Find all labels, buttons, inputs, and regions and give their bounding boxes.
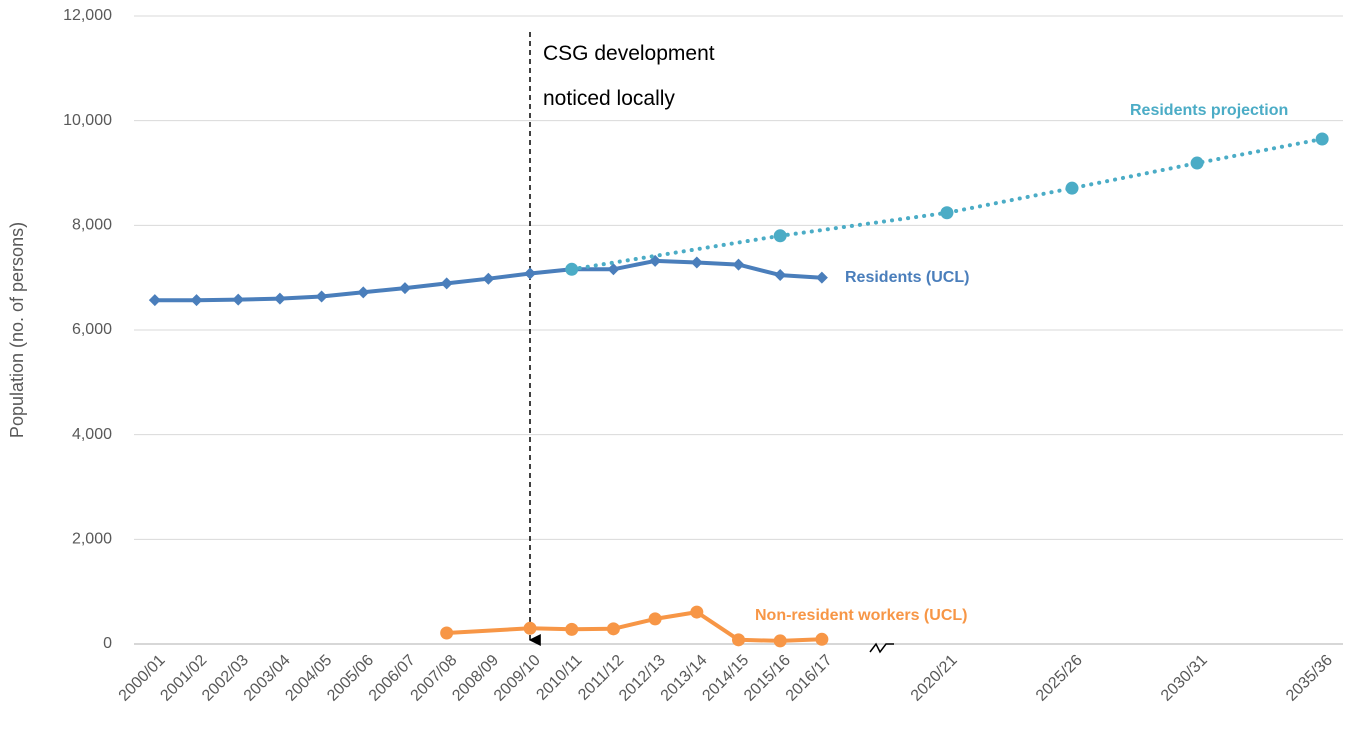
marker xyxy=(606,622,620,636)
marker xyxy=(398,282,411,295)
marker xyxy=(815,632,829,646)
marker xyxy=(690,256,703,269)
marker xyxy=(940,206,954,220)
y-tick-label: 2,000 xyxy=(72,531,112,548)
marker xyxy=(524,267,537,280)
marker xyxy=(690,605,704,619)
marker xyxy=(648,612,662,626)
marker xyxy=(565,262,579,276)
marker xyxy=(440,277,453,290)
y-tick-label: 4,000 xyxy=(72,426,112,443)
marker xyxy=(1190,156,1204,170)
marker xyxy=(1315,132,1329,146)
x-tick-label: 2035/36 xyxy=(1283,652,1336,705)
annotation-line: CSG development xyxy=(543,42,715,65)
marker xyxy=(232,293,245,306)
marker xyxy=(357,286,370,299)
marker xyxy=(773,634,787,648)
y-tick-label: 0 xyxy=(103,635,112,652)
series-label: Non-resident workers (UCL) xyxy=(755,607,967,624)
marker xyxy=(607,263,620,276)
x-tick-label: 2010/11 xyxy=(533,652,585,704)
marker xyxy=(565,622,579,636)
marker xyxy=(190,294,203,307)
marker xyxy=(440,626,454,640)
marker xyxy=(315,290,328,303)
series-line xyxy=(569,137,1325,272)
series-label: Residents (UCL) xyxy=(845,269,969,286)
x-tick-label: 2025/26 xyxy=(1033,652,1086,705)
marker xyxy=(482,272,495,285)
marker xyxy=(148,294,161,307)
marker xyxy=(732,633,745,647)
marker xyxy=(773,229,787,243)
y-tick-label: 12,000 xyxy=(63,7,112,24)
x-tick-label: 2020/21 xyxy=(908,652,961,705)
marker xyxy=(273,292,286,305)
x-tick-label: 2030/31 xyxy=(1158,652,1211,705)
axis-break xyxy=(869,642,894,654)
marker xyxy=(523,621,537,635)
series-label: Residents projection xyxy=(1130,102,1288,119)
x-tick-label: 2009/10 xyxy=(491,652,544,705)
y-tick-label: 6,000 xyxy=(72,321,112,338)
y-tick-label: 10,000 xyxy=(63,112,112,129)
marker xyxy=(732,258,745,271)
annotation-line: noticed locally xyxy=(543,87,675,110)
marker xyxy=(1065,181,1079,195)
y-tick-label: 8,000 xyxy=(72,217,112,234)
marker xyxy=(815,271,828,284)
x-tick-label: 2016/17 xyxy=(783,652,836,705)
marker xyxy=(774,269,787,282)
y-axis-label: Population (no. of persons) xyxy=(7,222,27,438)
